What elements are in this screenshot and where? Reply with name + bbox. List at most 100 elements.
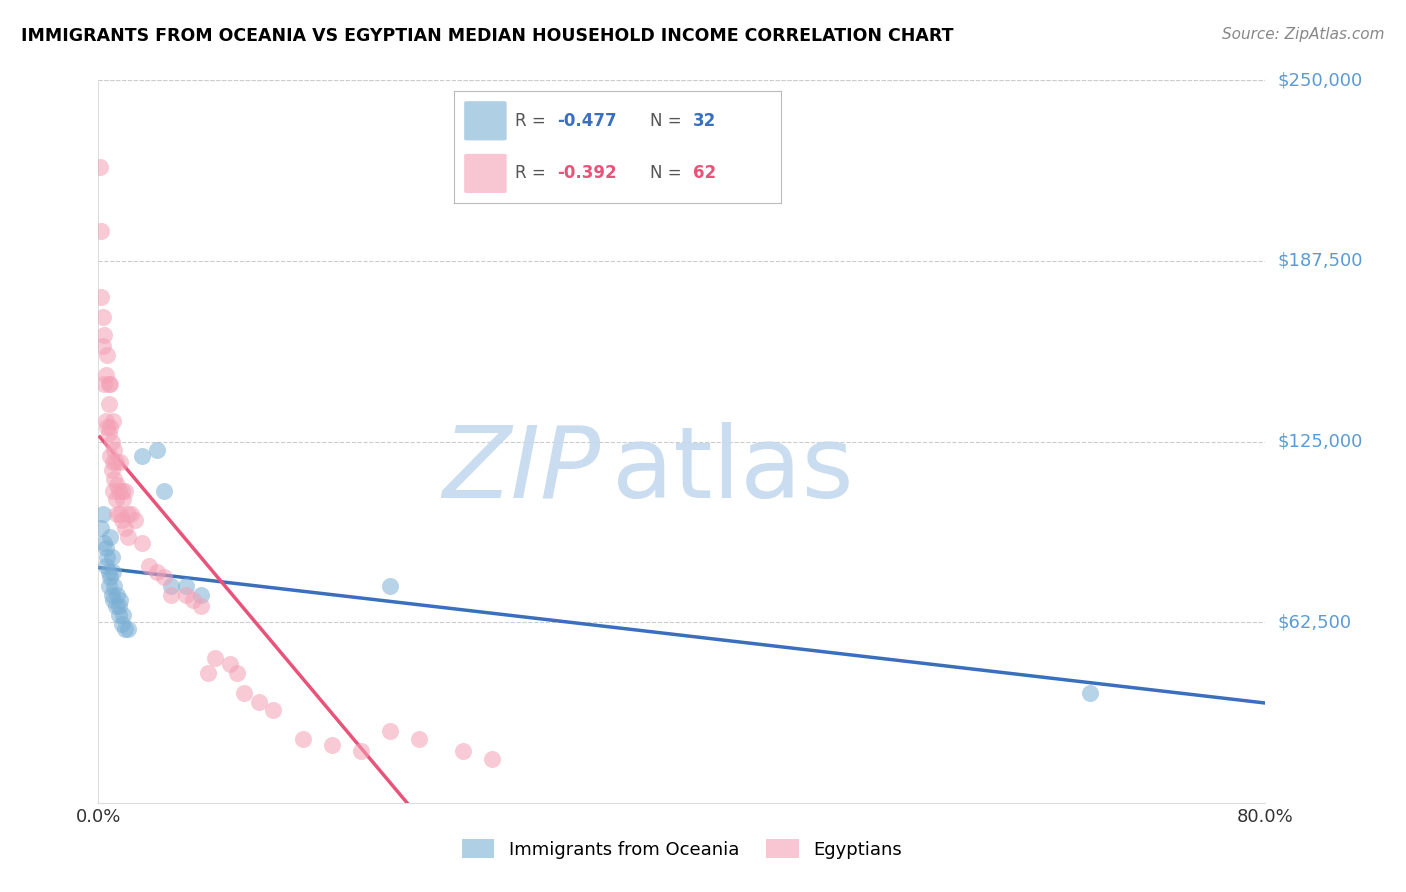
Point	[131, 535, 153, 549]
Point	[350, 744, 373, 758]
Point	[101, 455, 124, 469]
Point	[96, 550, 118, 565]
Point	[90, 223, 112, 237]
Point	[98, 449, 121, 463]
Point	[91, 310, 114, 325]
Point	[104, 599, 127, 614]
Point	[101, 593, 124, 607]
Point	[117, 530, 139, 544]
Point	[105, 588, 128, 602]
Point	[111, 616, 134, 631]
Point	[262, 703, 284, 717]
Point	[97, 579, 120, 593]
Point	[108, 483, 131, 498]
Point	[96, 420, 118, 434]
Text: ZIP: ZIP	[441, 422, 600, 519]
Point	[174, 579, 197, 593]
Point	[153, 483, 176, 498]
Point	[138, 558, 160, 573]
Point	[98, 376, 121, 391]
Point	[111, 512, 134, 526]
Point	[100, 463, 122, 477]
Point	[90, 290, 112, 304]
Point	[114, 521, 136, 535]
Point	[98, 530, 121, 544]
Point	[111, 483, 134, 498]
Point	[100, 434, 122, 449]
Point	[100, 588, 122, 602]
Point	[101, 565, 124, 579]
Point	[233, 686, 256, 700]
Point	[94, 414, 117, 428]
Text: $187,500: $187,500	[1277, 252, 1362, 270]
Point	[114, 483, 136, 498]
Point	[97, 397, 120, 411]
Point	[100, 550, 122, 565]
Point	[117, 623, 139, 637]
Point	[120, 507, 142, 521]
Point	[153, 570, 176, 584]
Point	[291, 732, 314, 747]
Point	[97, 565, 120, 579]
Text: IMMIGRANTS FROM OCEANIA VS EGYPTIAN MEDIAN HOUSEHOLD INCOME CORRELATION CHART: IMMIGRANTS FROM OCEANIA VS EGYPTIAN MEDI…	[21, 27, 953, 45]
Text: $250,000: $250,000	[1277, 71, 1362, 89]
Point	[91, 339, 114, 353]
Point	[451, 744, 474, 758]
Point	[218, 657, 240, 671]
Point	[90, 521, 112, 535]
Point	[131, 449, 153, 463]
Point	[101, 414, 124, 428]
Point	[1080, 686, 1102, 700]
Point	[321, 738, 343, 752]
Text: $125,000: $125,000	[1277, 433, 1362, 450]
Point	[93, 327, 115, 342]
Point	[146, 443, 169, 458]
Point	[160, 579, 183, 593]
Point	[174, 588, 197, 602]
Point	[117, 507, 139, 521]
Text: atlas: atlas	[612, 422, 853, 519]
Text: $62,500: $62,500	[1277, 613, 1351, 632]
Point	[103, 579, 125, 593]
Point	[97, 425, 120, 440]
Point	[247, 695, 270, 709]
Point	[226, 665, 249, 680]
Point	[103, 472, 125, 486]
Text: Source: ZipAtlas.com: Source: ZipAtlas.com	[1222, 27, 1385, 42]
Point	[380, 579, 402, 593]
Point	[380, 723, 402, 738]
Point	[204, 651, 226, 665]
Point	[94, 558, 117, 573]
Point	[110, 593, 132, 607]
Point	[89, 160, 111, 174]
Point	[197, 665, 219, 680]
Point	[481, 752, 503, 766]
Point	[181, 593, 204, 607]
Point	[114, 623, 136, 637]
Point	[103, 443, 125, 458]
Point	[108, 599, 131, 614]
Point	[91, 507, 114, 521]
Point	[112, 607, 135, 622]
Point	[96, 348, 118, 362]
Point	[94, 368, 117, 382]
Point	[105, 478, 128, 492]
Legend: Immigrants from Oceania, Egyptians: Immigrants from Oceania, Egyptians	[454, 832, 910, 866]
Point	[190, 599, 212, 614]
Point	[190, 588, 212, 602]
Point	[105, 507, 128, 521]
Point	[94, 541, 117, 556]
Point	[104, 455, 127, 469]
Point	[101, 483, 124, 498]
Point	[93, 535, 115, 549]
Point	[160, 588, 183, 602]
Point	[93, 376, 115, 391]
Point	[146, 565, 169, 579]
Point	[98, 420, 121, 434]
Point	[124, 512, 146, 526]
Point	[98, 570, 121, 584]
Point	[97, 376, 120, 391]
Point	[108, 607, 131, 622]
Point	[408, 732, 430, 747]
Point	[110, 507, 132, 521]
